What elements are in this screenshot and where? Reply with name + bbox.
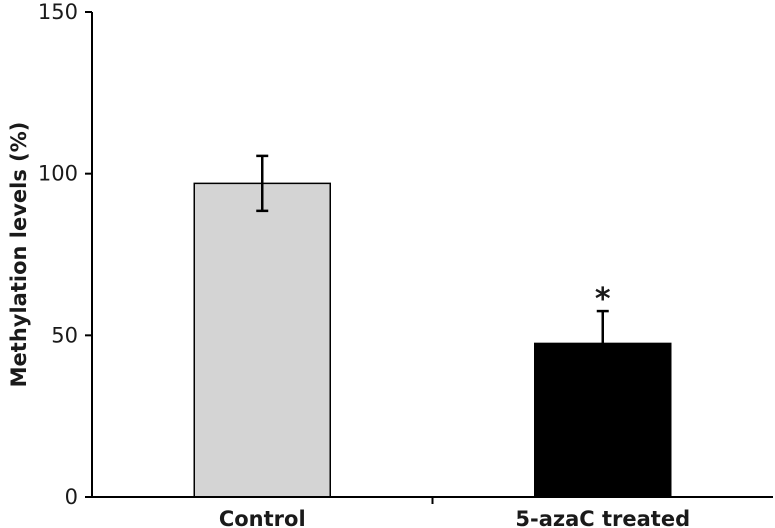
y-tick-label: 50 [51,323,78,347]
error-bars [256,154,609,377]
y-tick-label: 0 [65,485,78,509]
category-label: 5-azaC treated [515,507,690,528]
bars [193,182,672,498]
significance-marker: * [595,282,611,317]
category-labels: Control 5-azaC treated [219,497,690,528]
y-axis-title: Methylation levels (%) [7,122,31,388]
y-ticks: 0 50 100 150 [38,0,92,509]
bar [193,182,331,498]
annotations: * [595,282,611,317]
y-tick-label: 100 [38,162,78,186]
category-label: Control [219,507,306,528]
y-tick-label: 150 [38,0,78,24]
